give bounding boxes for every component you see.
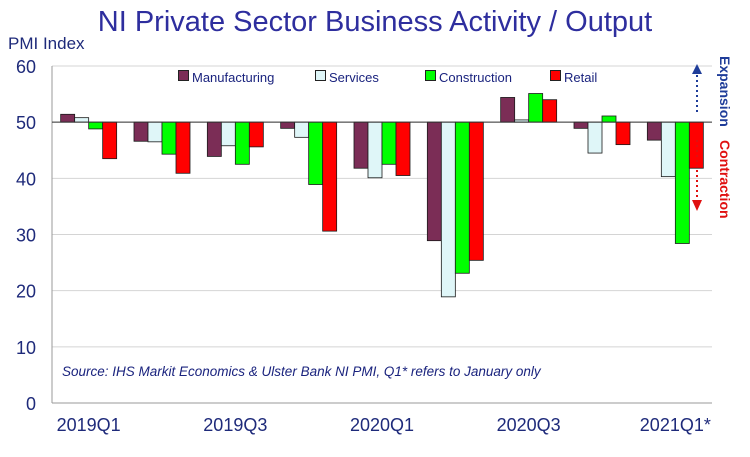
x-tick-label: 2019Q1 [57, 415, 121, 435]
bar-manufacturing-2019q1 [60, 113, 76, 123]
legend-swatch-retail [550, 70, 561, 81]
bar-manufacturing-2020q1 [353, 121, 369, 169]
bar-construction-2019q2 [161, 121, 177, 155]
x-tick-label: 2019Q3 [203, 415, 267, 435]
bar-retail-2019q3 [248, 121, 264, 148]
y-tick-label: 60 [16, 57, 36, 77]
bar-construction-2019q1 [88, 121, 104, 130]
bar-retail-2020q4 [615, 121, 631, 146]
expansion-arrow-icon [692, 64, 702, 74]
bar-construction-2021q1 [674, 121, 690, 244]
x-tick-label: 2020Q3 [497, 415, 561, 435]
legend-item-retail: Retail [550, 70, 597, 86]
legend-label-services: Services [329, 70, 379, 85]
bar-manufacturing-2020q4 [573, 121, 589, 129]
y-axis-label: PMI Index [8, 34, 85, 53]
legend-item-manufacturing: Manufacturing [178, 70, 274, 86]
bar-construction-2020q2 [454, 121, 470, 274]
y-tick-label: 0 [26, 394, 36, 414]
bar-retail-2019q2 [175, 121, 191, 174]
bar-services-2021q1 [660, 121, 676, 178]
legend-item-services: Services [315, 70, 379, 86]
y-tick-label: 20 [16, 282, 36, 302]
bar-services-2019q3 [220, 121, 236, 147]
bar-manufacturing-2019q3 [206, 121, 222, 157]
legend-label-construction: Construction [439, 70, 512, 85]
legend-swatch-manufacturing [178, 70, 189, 81]
bar-services-2020q2 [440, 121, 456, 298]
contraction-arrow-icon [692, 200, 702, 211]
bar-manufacturing-2021q1 [646, 121, 662, 141]
bar-retail-2020q2 [468, 121, 484, 261]
y-tick-label: 10 [16, 338, 36, 358]
legend-swatch-services [315, 70, 326, 81]
contraction-label: Contraction [717, 140, 733, 219]
bar-construction-2020q3 [528, 93, 544, 123]
bar-retail-2019q4 [322, 121, 338, 232]
bar-construction-2020q4 [601, 115, 617, 123]
bar-services-2020q1 [367, 121, 383, 179]
bar-construction-2020q1 [381, 121, 397, 165]
bar-services-2020q4 [587, 121, 603, 154]
expansion-label: Expansion [717, 56, 733, 127]
bar-services-2019q2 [147, 121, 163, 143]
bar-manufacturing-2020q3 [500, 97, 516, 123]
bar-construction-2019q4 [308, 121, 324, 185]
y-tick-label: 50 [16, 113, 36, 133]
bar-retail-2020q3 [542, 99, 558, 123]
legend-label-manufacturing: Manufacturing [192, 70, 275, 85]
bar-retail-2020q1 [395, 121, 411, 176]
source-note: Source: IHS Markit Economics & Ulster Ba… [62, 364, 541, 379]
legend-label-retail: Retail [564, 70, 598, 85]
bar-manufacturing-2019q2 [133, 121, 149, 142]
x-tick-label: 2020Q1 [350, 415, 414, 435]
bar-construction-2019q3 [234, 121, 250, 165]
bar-retail-2019q1 [102, 121, 118, 160]
bar-services-2019q1 [74, 117, 90, 123]
y-tick-label: 30 [16, 226, 36, 246]
legend-item-construction: Construction [425, 70, 512, 86]
bar-manufacturing-2020q2 [426, 121, 442, 242]
bar-services-2019q4 [294, 121, 310, 138]
y-tick-label: 40 [16, 169, 36, 189]
x-tick-label: 2021Q1* [640, 415, 711, 435]
bar-manufacturing-2019q4 [280, 121, 296, 129]
legend-swatch-construction [425, 70, 436, 81]
chart-title: NI Private Sector Business Activity / Ou… [97, 6, 653, 38]
